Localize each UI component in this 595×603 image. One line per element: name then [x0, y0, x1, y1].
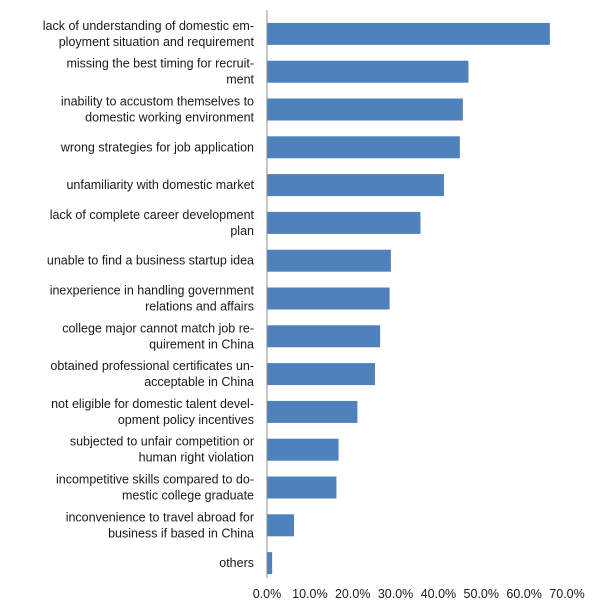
category-label-2: missing the best timing for recruit-ment: [66, 57, 254, 87]
category-label-14: inconvenience to travel abroad for busine…: [66, 510, 254, 540]
x-tick-label-4: 40.0%: [421, 587, 456, 601]
x-tick-label-7: 70.0%: [549, 587, 584, 601]
bar-4: [267, 136, 460, 159]
bar-7: [267, 249, 391, 272]
x-tick-label-6: 60.0%: [506, 587, 541, 601]
bar-14: [267, 514, 294, 537]
category-label-9: college major cannot match job re-quirem…: [62, 321, 254, 351]
category-label-15: others: [219, 556, 254, 570]
bar-2: [267, 60, 469, 83]
bar-12: [267, 438, 339, 461]
x-tick-label-1: 10.0%: [292, 587, 327, 601]
category-label-12: subjected to unfair competition or human …: [70, 435, 254, 465]
x-tick-label-5: 50.0%: [464, 587, 499, 601]
bar-3: [267, 98, 463, 121]
x-tick-label-2: 20.0%: [335, 587, 370, 601]
category-label-3: inability to accustom themselves to domes…: [61, 95, 255, 125]
category-label-13: incompetitive skills compared to do-mest…: [56, 473, 254, 503]
category-label-11: not eligible for domestic talent devel-o…: [51, 397, 254, 427]
category-label-7: unable to find a business startup idea: [47, 254, 254, 268]
bar-9: [267, 325, 381, 348]
bar-6: [267, 211, 421, 234]
category-labels: lack of understanding of domestic em-plo…: [43, 19, 255, 570]
bar-11: [267, 400, 358, 423]
bar-13: [267, 476, 337, 499]
bar-5: [267, 174, 444, 197]
bars: [267, 22, 550, 575]
bar-8: [267, 287, 390, 310]
bar-1: [267, 22, 550, 45]
category-label-4: wrong strategies for job application: [60, 140, 254, 154]
bar-10: [267, 363, 375, 386]
category-label-1: lack of understanding of domestic em-plo…: [43, 19, 255, 49]
category-label-10: obtained professional certificates un-ac…: [50, 359, 254, 389]
x-tick-label-3: 30.0%: [378, 587, 413, 601]
bar-15: [267, 552, 273, 575]
category-label-8: inexperience in handling government relat…: [50, 284, 255, 314]
category-label-5: unfamiliarity with domestic market: [66, 178, 254, 192]
category-label-6: lack of complete career development plan: [50, 208, 255, 238]
x-tick-label-0: 0.0%: [253, 587, 282, 601]
x-tick-labels: 0.0% 10.0% 20.0% 30.0% 40.0% 50.0% 60.0% 70.0%: [253, 587, 585, 601]
